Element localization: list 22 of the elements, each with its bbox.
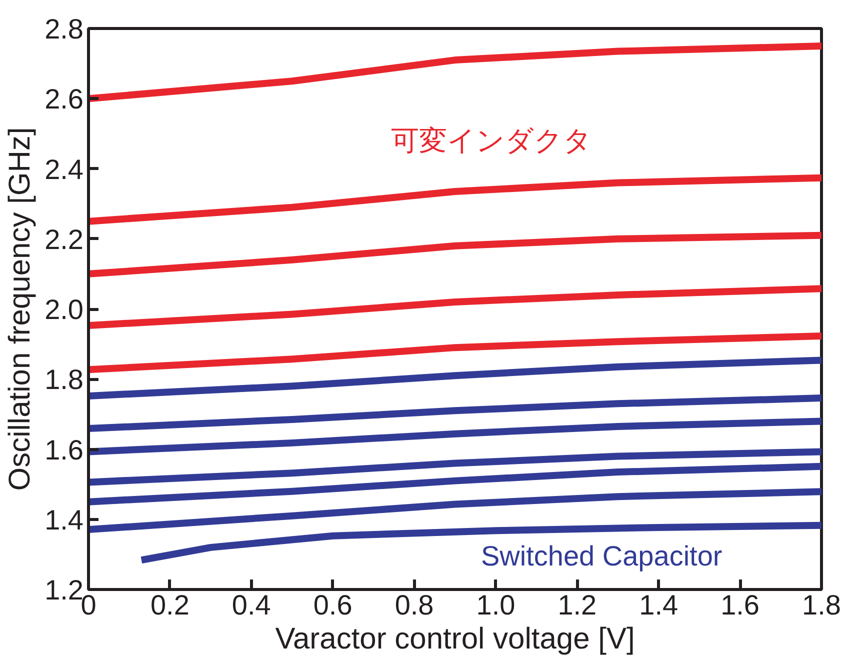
y-tick-label: 2.6 <box>44 84 84 115</box>
x-axis-title: Varactor control voltage [V] <box>275 622 635 656</box>
annotation: Switched Capacitor <box>480 540 722 572</box>
x-tick-label: 1.6 <box>720 590 760 620</box>
y-tick-label: 2.4 <box>44 154 84 185</box>
x-tick-label: 1.0 <box>476 590 516 620</box>
y-axis-title: Oscillation frequency [GHz] <box>4 127 37 491</box>
x-tick-label: 0.8 <box>394 590 434 620</box>
y-tick-label: 1.6 <box>44 434 84 466</box>
x-tick-label: 1.2 <box>558 590 597 620</box>
y-tick-label: 1.8 <box>44 364 84 396</box>
x-tick-label: 1.8 <box>802 590 841 620</box>
y-tick-label: 2.2 <box>44 224 84 255</box>
x-tick-label: 0.2 <box>150 590 190 620</box>
x-tick-label: 1.4 <box>639 590 678 620</box>
y-tick-label: 2.8 <box>44 14 84 44</box>
x-tick-label: 0 <box>80 590 96 620</box>
x-tick-label: 0.6 <box>313 590 352 620</box>
x-tick-label: 0.4 <box>232 590 271 620</box>
annotation: 可変インダクタ <box>391 125 592 156</box>
y-tick-label: 1.4 <box>44 504 84 536</box>
y-tick-label: 2.0 <box>44 294 84 325</box>
